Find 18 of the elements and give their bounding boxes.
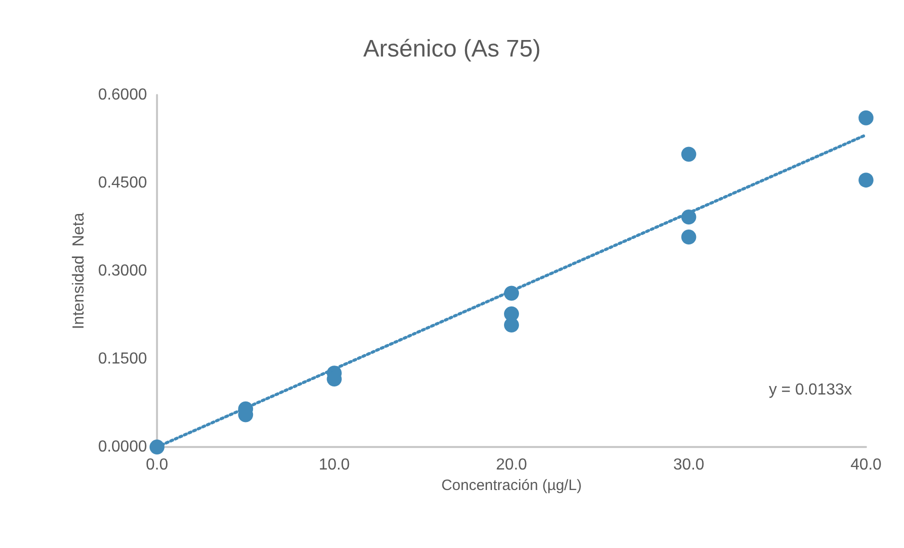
- x-tick-label: 0.0: [146, 456, 168, 474]
- x-axis-title: Concentración (µg/L): [441, 476, 582, 494]
- x-tick-label: 40.0: [850, 456, 882, 474]
- chart-title: Arsénico (As 75): [363, 36, 541, 62]
- x-tick-label: 30.0: [673, 456, 704, 474]
- point: [858, 172, 874, 188]
- y-tick-label: 0.6000: [98, 86, 148, 104]
- y-tick-label: 0.4500: [98, 174, 148, 192]
- point: [681, 146, 696, 162]
- y-tick-label: 0.3000: [98, 262, 148, 280]
- y-axis-title: Intensidad Neta: [70, 212, 88, 330]
- y-tick-label: 0.1500: [98, 350, 148, 368]
- point: [681, 229, 696, 244]
- annotation: y = 0.0133x: [768, 382, 852, 398]
- x-tick-label: 10.0: [318, 456, 350, 474]
- y-tick-label: 0.0000: [98, 438, 148, 456]
- point: [858, 110, 874, 126]
- x-tick-label: 20.0: [496, 456, 528, 474]
